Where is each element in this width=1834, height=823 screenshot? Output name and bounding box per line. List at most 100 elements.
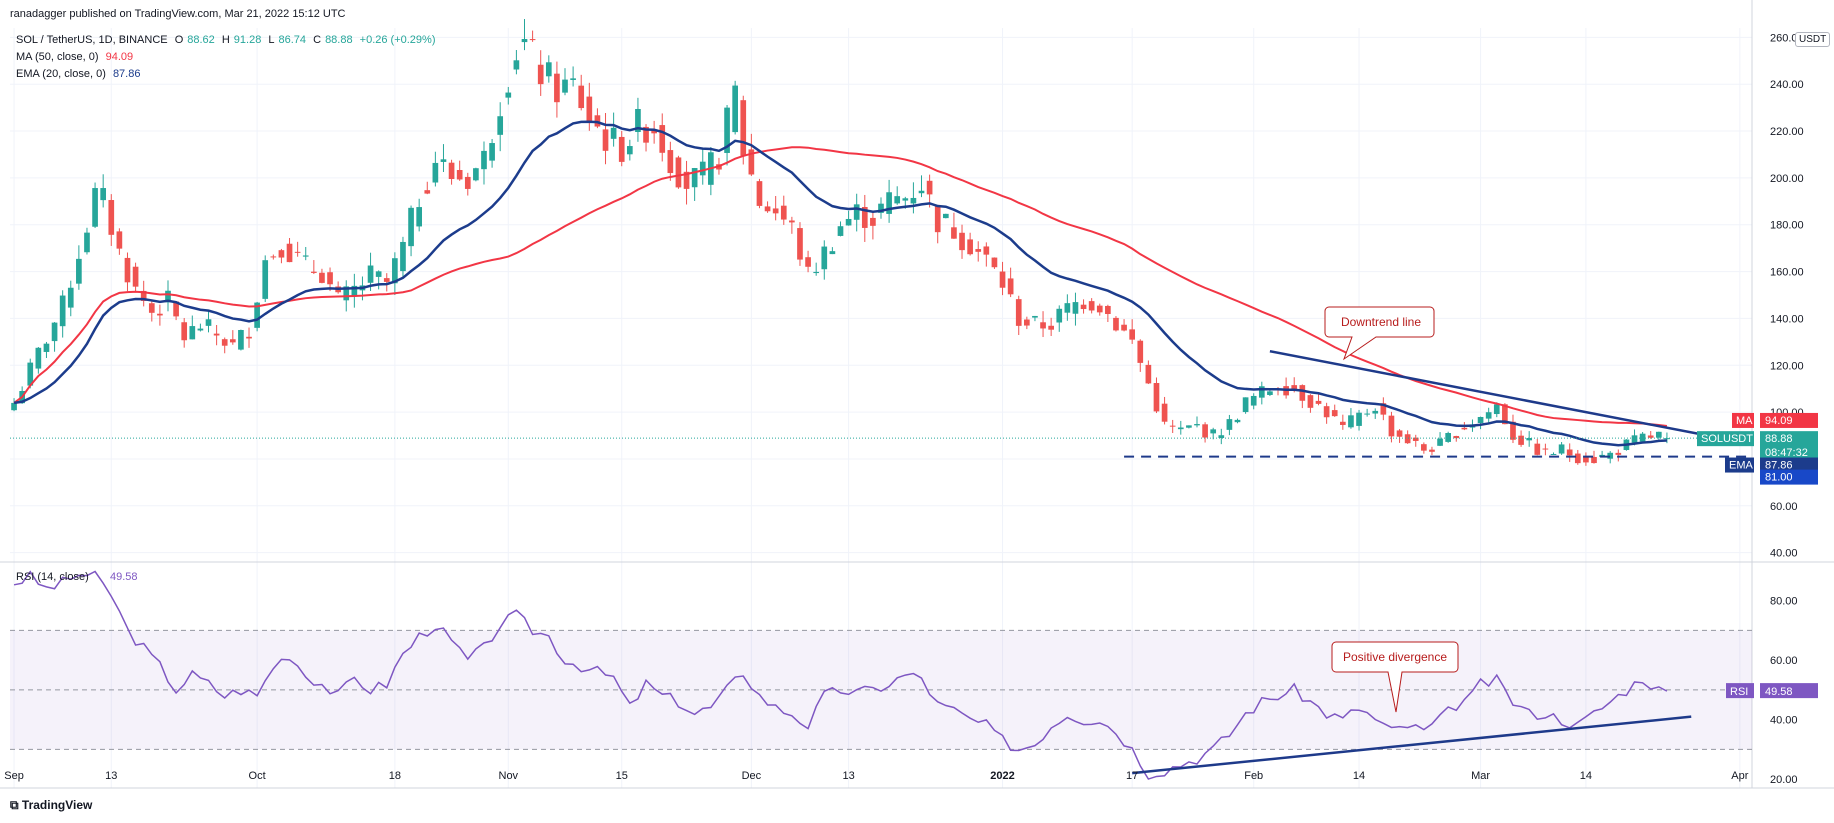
candle-body[interactable]	[586, 96, 593, 122]
candle-body[interactable]	[416, 207, 423, 227]
candle-body[interactable]	[1161, 403, 1168, 422]
candle-body[interactable]	[853, 204, 860, 220]
rsi-value-badge[interactable]	[1760, 683, 1818, 699]
candle-body[interactable]	[845, 218, 852, 226]
candle-body[interactable]	[1542, 448, 1549, 450]
candle-body[interactable]	[100, 188, 107, 201]
candle-body[interactable]	[481, 150, 487, 170]
candle-body[interactable]	[173, 301, 179, 317]
candle-body[interactable]	[140, 290, 147, 301]
candle-body[interactable]	[400, 241, 406, 272]
price-label-tag[interactable]	[1697, 431, 1754, 447]
candle-body[interactable]	[870, 217, 876, 226]
candle-body[interactable]	[967, 239, 973, 255]
candle-body[interactable]	[740, 100, 747, 156]
candle-body[interactable]	[367, 265, 374, 283]
candle-body[interactable]	[270, 256, 277, 258]
candle-body[interactable]	[1348, 415, 1354, 428]
price-label-tag[interactable]	[1732, 412, 1754, 428]
ma-legend[interactable]: MA (50, close, 0) 94.09	[16, 51, 137, 63]
candle-body[interactable]	[1105, 305, 1111, 315]
candle-body[interactable]	[1323, 406, 1330, 418]
candle-body[interactable]	[59, 295, 66, 327]
candle-body[interactable]	[926, 180, 933, 195]
candle-body[interactable]	[1072, 302, 1079, 314]
candle-body[interactable]	[513, 60, 520, 70]
candle-body[interactable]	[1510, 421, 1516, 440]
candle-body[interactable]	[497, 116, 504, 135]
price-label-badge[interactable]	[1760, 469, 1818, 485]
candle-body[interactable]	[1396, 430, 1403, 437]
candle-body[interactable]	[910, 197, 917, 204]
candle-body[interactable]	[351, 285, 358, 297]
candle-body[interactable]	[537, 64, 544, 85]
candle-body[interactable]	[959, 232, 965, 251]
candle-body[interactable]	[294, 251, 301, 253]
price-label-badge[interactable]	[1760, 431, 1818, 462]
candle-body[interactable]	[456, 170, 463, 180]
candle-body[interactable]	[1234, 419, 1241, 423]
candle-body[interactable]	[1583, 456, 1589, 463]
candle-body[interactable]	[51, 322, 58, 342]
candle-body[interactable]	[1364, 413, 1370, 415]
candle-body[interactable]	[942, 213, 949, 219]
candle-body[interactable]	[148, 303, 155, 313]
candle-body[interactable]	[302, 255, 309, 257]
price-label-badge[interactable]	[1760, 412, 1818, 428]
candle-body[interactable]	[1404, 434, 1411, 444]
candle-body[interactable]	[813, 271, 820, 274]
rsi-support-line[interactable]	[1132, 715, 1692, 775]
candle-body[interactable]	[886, 192, 892, 214]
candle-body[interactable]	[375, 271, 382, 277]
candle-body[interactable]	[651, 130, 657, 134]
candle-body[interactable]	[829, 251, 836, 255]
candle-body[interactable]	[246, 336, 252, 339]
candle-body[interactable]	[1096, 305, 1103, 313]
candle-body[interactable]	[221, 339, 228, 346]
candle-body[interactable]	[43, 343, 50, 352]
candle-body[interactable]	[1388, 415, 1395, 437]
candle-body[interactable]	[343, 286, 350, 301]
candle-body[interactable]	[521, 39, 528, 43]
candle-body[interactable]	[1024, 319, 1030, 326]
candle-body[interactable]	[432, 162, 439, 183]
candle-body[interactable]	[76, 258, 82, 284]
candle-body[interactable]	[286, 243, 293, 263]
candle-body[interactable]	[1356, 412, 1362, 426]
candle-body[interactable]	[1631, 435, 1638, 443]
candle-body[interactable]	[983, 246, 990, 255]
candle-body[interactable]	[618, 136, 625, 162]
candle-body[interactable]	[1477, 416, 1484, 423]
candle-body[interactable]	[92, 188, 98, 227]
candle-body[interactable]	[570, 78, 576, 80]
candle-body[interactable]	[1566, 449, 1573, 456]
candle-body[interactable]	[1331, 410, 1338, 417]
candle-body[interactable]	[1412, 437, 1419, 441]
candle-body[interactable]	[1453, 435, 1460, 439]
candle-body[interactable]	[408, 207, 414, 247]
candle-body[interactable]	[1032, 315, 1038, 318]
candle-body[interactable]	[602, 129, 609, 151]
candle-body[interactable]	[440, 159, 447, 162]
ema-legend[interactable]: EMA (20, close, 0) 87.86	[16, 68, 144, 80]
candle-body[interactable]	[562, 79, 568, 93]
candle-body[interactable]	[724, 107, 730, 153]
candle-body[interactable]	[213, 333, 220, 336]
candle-body[interactable]	[67, 287, 74, 308]
divergence-callout-box[interactable]	[1331, 641, 1459, 713]
candle-body[interactable]	[124, 257, 131, 283]
candle-body[interactable]	[732, 85, 738, 133]
candle-body[interactable]	[84, 232, 90, 253]
candle-body[interactable]	[1445, 433, 1451, 442]
candle-body[interactable]	[1558, 444, 1565, 454]
candle-body[interactable]	[1145, 364, 1152, 384]
candle-body[interactable]	[878, 203, 884, 213]
currency-button[interactable]: USDT	[1795, 32, 1831, 47]
candle-body[interactable]	[918, 190, 925, 194]
candle-body[interactable]	[1421, 444, 1427, 451]
candle-body[interactable]	[132, 266, 139, 287]
candle-body[interactable]	[659, 125, 666, 153]
downtrend-callout-box[interactable]	[1324, 306, 1435, 361]
candle-body[interactable]	[691, 168, 698, 188]
candle-body[interactable]	[1574, 453, 1581, 464]
